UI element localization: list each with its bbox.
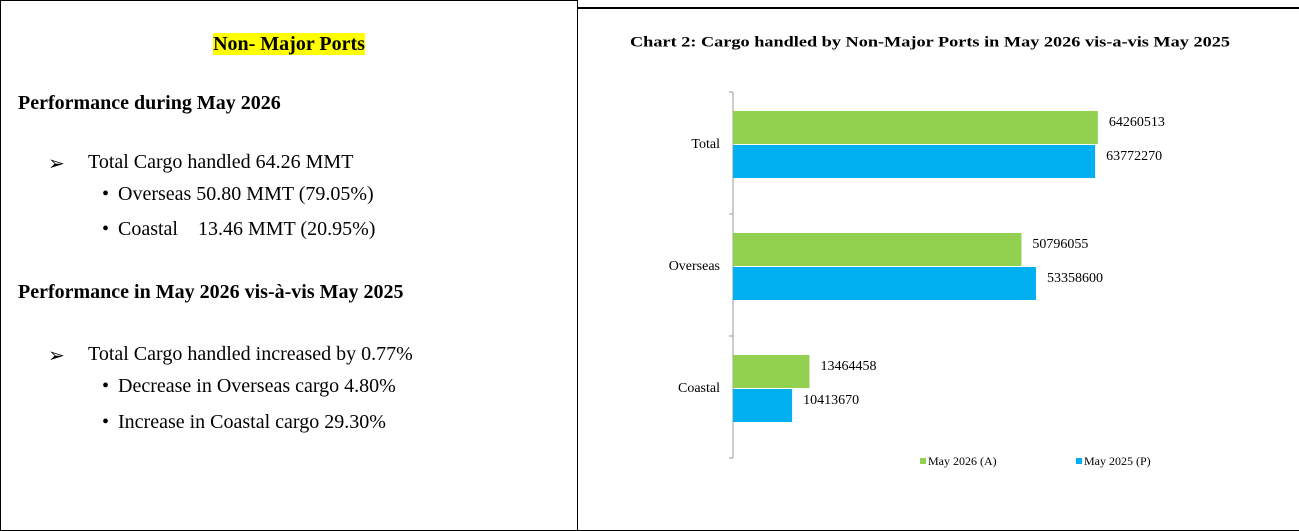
left-title: Non- Major Ports: [213, 33, 365, 55]
legend-swatch: [1076, 458, 1082, 464]
data-label: 64260513: [1109, 115, 1165, 130]
bullet: Total Cargo handled increased by 0.77%: [88, 343, 413, 365]
bar: [733, 233, 1022, 266]
dot-bullet: •: [102, 218, 110, 240]
dot-bullet: •: [102, 375, 110, 397]
data-label: 53358600: [1047, 271, 1103, 286]
chart: Chart 2: Cargo handled by Non-Major Port…: [630, 34, 1230, 468]
legend-label: May 2025 (P): [1084, 454, 1151, 468]
data-label: 13464458: [820, 359, 876, 374]
arrow-bullet: ➢: [48, 345, 65, 367]
sub-bullet: Coastal 13.46 MMT (20.95%): [118, 218, 376, 240]
y-tick-label: Overseas: [669, 259, 720, 274]
left-cell: [0, 0, 578, 531]
heading: Performance in May 2026 vis-à-vis May 20…: [18, 281, 404, 303]
sub-bullet: Decrease in Overseas cargo 4.80%: [118, 375, 396, 397]
bar: [733, 111, 1098, 144]
data-label: 63772270: [1106, 149, 1162, 164]
bar: [733, 389, 793, 422]
sub-bullet: Increase in Coastal cargo 29.30%: [118, 411, 386, 433]
sub-bullet: Overseas 50.80 MMT (79.05%): [118, 183, 374, 205]
bar: [733, 355, 810, 388]
bullet: Total Cargo handled 64.26 MMT: [88, 151, 354, 173]
legend-swatch: [920, 458, 926, 464]
bar: [733, 145, 1096, 178]
dot-bullet: •: [102, 411, 110, 433]
arrow-bullet: ➢: [48, 153, 65, 175]
dot-bullet: •: [102, 183, 110, 205]
legend-label: May 2026 (A): [928, 454, 997, 468]
y-tick-label: Coastal: [678, 381, 720, 396]
chart-title: Chart 2: Cargo handled by Non-Major Port…: [630, 34, 1230, 50]
data-label: 10413670: [803, 393, 859, 408]
data-label: 50796055: [1032, 237, 1088, 252]
bar: [733, 267, 1036, 300]
left-title-wrap: Non- Major Ports: [0, 33, 578, 56]
y-tick-label: Total: [691, 137, 720, 152]
heading: Performance during May 2026: [18, 92, 281, 114]
